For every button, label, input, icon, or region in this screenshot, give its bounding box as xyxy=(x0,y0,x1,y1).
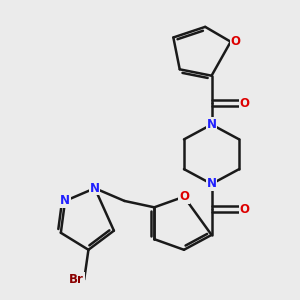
Text: Br: Br xyxy=(69,273,84,286)
Text: O: O xyxy=(231,35,241,48)
Text: N: N xyxy=(207,118,217,131)
Text: O: O xyxy=(239,97,249,110)
Text: O: O xyxy=(179,190,189,203)
Text: O: O xyxy=(239,203,249,216)
Text: N: N xyxy=(90,182,100,195)
Text: N: N xyxy=(207,178,217,190)
Text: N: N xyxy=(60,194,70,208)
